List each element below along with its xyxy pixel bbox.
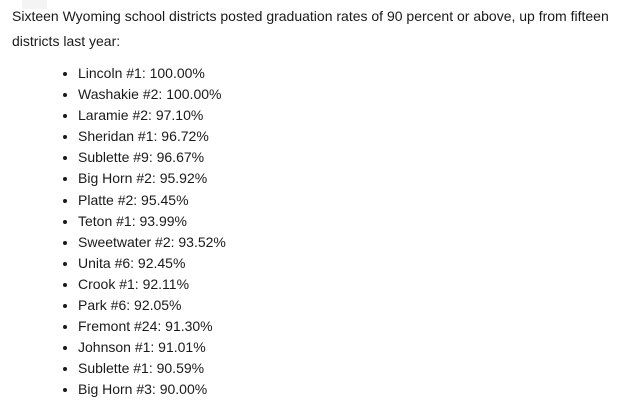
top-edge-smudge xyxy=(22,0,47,9)
district-list-item: Lincoln #1: 100.00% xyxy=(78,63,640,84)
district-list-item: Park #6: 92.05% xyxy=(78,295,640,316)
district-list-item: Sublette #9: 96.67% xyxy=(78,147,640,168)
district-list-item: Fremont #24: 91.30% xyxy=(78,316,640,337)
district-list-item: Sheridan #1: 96.72% xyxy=(78,126,640,147)
district-list: Lincoln #1: 100.00% Washakie #2: 100.00%… xyxy=(12,63,640,401)
district-list-item: Crook #1: 92.11% xyxy=(78,274,640,295)
district-list-item: Big Horn #2: 95.92% xyxy=(78,168,640,189)
intro-paragraph: Sixteen Wyoming school districts posted … xyxy=(12,8,609,49)
district-list-item: Unita #6: 92.45% xyxy=(78,253,640,274)
district-list-item: Washakie #2: 100.00% xyxy=(78,84,640,105)
district-list-item: Laramie #2: 97.10% xyxy=(78,105,640,126)
district-list-item: Big Horn #3: 90.00% xyxy=(78,379,640,400)
district-list-item: Sublette #1: 90.59% xyxy=(78,358,640,379)
district-list-item: Johnson #1: 91.01% xyxy=(78,337,640,358)
district-list-item: Teton #1: 93.99% xyxy=(78,211,640,232)
district-list-item: Sweetwater #2: 93.52% xyxy=(78,232,640,253)
district-list-item: Platte #2: 95.45% xyxy=(78,190,640,211)
